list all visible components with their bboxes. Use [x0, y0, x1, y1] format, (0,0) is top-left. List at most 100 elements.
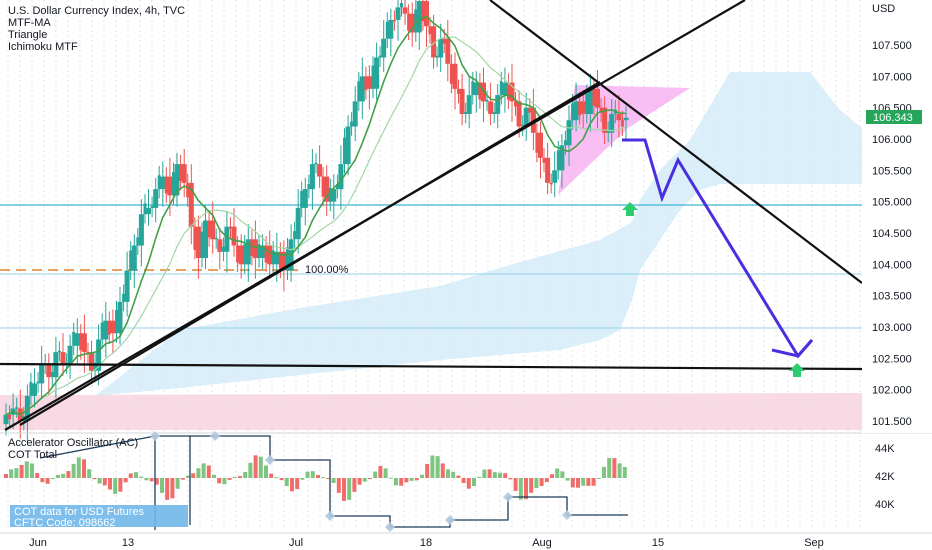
candle-body [542, 157, 546, 163]
candle-body [89, 352, 94, 371]
oscillator-bar [310, 471, 315, 478]
candle-body [57, 350, 61, 353]
oscillator-bar [35, 472, 40, 478]
oscillator-bar [518, 478, 523, 500]
candle-body [138, 214, 144, 246]
candle-body [231, 226, 237, 246]
candle-body [174, 164, 180, 196]
candle-body [592, 88, 596, 106]
candle-body [122, 293, 126, 302]
oscillator-bar [149, 478, 154, 482]
oscillator-bar [321, 477, 326, 479]
oscillator-bar [56, 474, 60, 478]
cot-marker [150, 431, 160, 441]
oscillator-bar [248, 462, 253, 478]
candle-body [164, 176, 168, 194]
candle-body [563, 140, 567, 146]
candle-body [357, 81, 361, 102]
oscillator-bar [269, 473, 274, 478]
oscillator-bar [180, 478, 185, 480]
price-tick-label: 104.500 [872, 228, 912, 240]
last-price-label: 106.343 [873, 112, 913, 124]
oscillator-bar [191, 473, 196, 478]
oscillator-bar [602, 466, 606, 478]
candle-body [471, 81, 475, 96]
oscillator-bar [108, 478, 112, 490]
target-arrow-1 [622, 202, 638, 216]
oscillator-bar [373, 471, 378, 478]
candle-body [552, 170, 558, 183]
oscillator-bar [264, 465, 268, 478]
candle-body [245, 239, 251, 265]
candle-body [117, 301, 123, 334]
candle-body [36, 381, 40, 384]
candle-body [388, 19, 394, 39]
oscillator-bar [82, 459, 86, 478]
oscillator-bar [446, 469, 450, 478]
candle-body [295, 207, 301, 240]
candle-body [81, 333, 87, 353]
cot-note: COT data for USD Futures CFTC Code: 0986… [10, 505, 188, 529]
candle-body [595, 88, 600, 108]
candle-body [324, 176, 330, 202]
time-tick-label: Jul [289, 537, 303, 549]
oscillator-bar [388, 477, 393, 479]
lower-tick-label: 42K [875, 471, 895, 483]
candle-body [343, 137, 346, 164]
candle-body [352, 101, 358, 127]
fib-100-label: 100.00% [305, 264, 349, 276]
candle-body [188, 182, 194, 227]
oscillator-bar [196, 468, 201, 478]
oscillator-bar [555, 468, 560, 478]
oscillator-bar [492, 472, 497, 478]
lower-axis: 44K 42K 40K [875, 443, 895, 511]
oscillator-bar [92, 478, 97, 480]
candle-body [609, 113, 615, 133]
lower-tick-label: 40K [875, 499, 895, 511]
candle-body [200, 231, 204, 258]
oscillator-bar [66, 471, 71, 478]
oscillator-bar [477, 476, 482, 478]
oscillator-bar [217, 478, 222, 484]
cot-step-line [39, 435, 628, 528]
candle-body [366, 76, 372, 89]
oscillator-bar [222, 478, 227, 485]
oscillator-bar [165, 478, 170, 500]
price-tick-label: 102.500 [872, 353, 912, 365]
oscillator-bar [290, 478, 294, 492]
candle-body [335, 184, 339, 190]
oscillator-bar [472, 478, 476, 486]
candle-body [224, 226, 230, 252]
candle-body [24, 395, 30, 421]
candle-body [402, 7, 408, 14]
oscillator-bar [383, 468, 388, 478]
oscillator-bar [253, 455, 258, 478]
projection-arrowhead [771, 339, 814, 358]
oscillator-bar [466, 478, 471, 489]
oscillator-bar [362, 478, 367, 482]
candle-body [435, 55, 439, 58]
candle-body [506, 82, 510, 100]
candle-body [516, 101, 522, 127]
cot-marker [445, 515, 455, 525]
oscillator-bar [414, 478, 419, 481]
oscillator-bar [612, 458, 617, 478]
oscillator-bar [539, 478, 544, 487]
candle-body [556, 150, 560, 171]
oscillator-bar [76, 457, 81, 478]
oscillator-bar [326, 478, 331, 479]
candle-body [172, 172, 175, 196]
candle-body [359, 76, 365, 102]
candle-body [238, 245, 244, 265]
candle-body [110, 320, 116, 334]
target-arrow-2 [789, 363, 805, 377]
candle-body [181, 164, 187, 183]
candle-body [131, 245, 137, 271]
oscillator-bar [295, 478, 300, 490]
candle-body [236, 245, 240, 263]
candle-body [457, 88, 460, 94]
oscillator-bar [394, 478, 398, 486]
candle-body [466, 95, 472, 114]
candle-body [243, 244, 247, 265]
price-tick-label: 102.000 [872, 385, 912, 397]
